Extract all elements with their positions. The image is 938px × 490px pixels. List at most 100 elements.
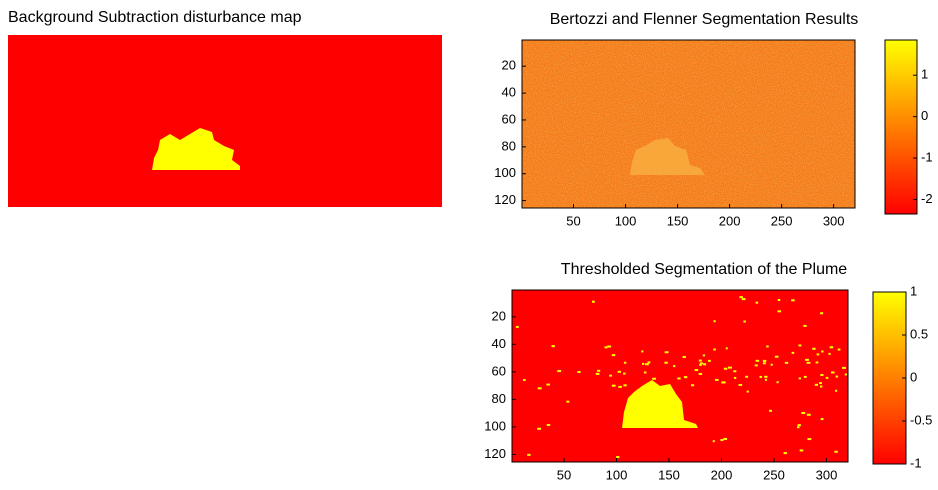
speckle (791, 351, 795, 354)
speckle (776, 381, 779, 384)
speckle (682, 356, 686, 359)
speckle (755, 359, 760, 362)
y-tick-label: 80 (502, 138, 516, 153)
speckle (819, 382, 822, 385)
x-tick-label: 150 (658, 467, 680, 482)
speckle (829, 346, 834, 349)
speckle (820, 373, 824, 376)
speckle (722, 381, 726, 384)
x-tick-label: 300 (816, 467, 838, 482)
x-tick-label: 250 (771, 213, 793, 228)
speckle (807, 438, 812, 441)
speckle (814, 383, 819, 386)
speckle (645, 363, 649, 366)
speckle (738, 384, 743, 387)
x-tick-label: 200 (719, 213, 741, 228)
speckle (768, 409, 772, 412)
x-tick-label: 100 (606, 467, 628, 482)
speckle (699, 363, 702, 366)
y-tick-label: 120 (494, 192, 516, 207)
y-tick-label: 100 (494, 165, 516, 180)
speckle (643, 371, 647, 374)
colorbar-tick-label: 0.5 (910, 326, 928, 341)
speckle (607, 345, 612, 348)
y-tick-label: 40 (492, 336, 506, 351)
speckle (617, 370, 621, 373)
speckle (837, 348, 841, 351)
speckle (828, 352, 831, 355)
speckle (723, 437, 728, 440)
speckle (597, 369, 601, 372)
speckle (537, 427, 541, 430)
speckle (683, 376, 688, 379)
speckle (537, 387, 542, 390)
speckle (797, 426, 800, 429)
speckle (595, 372, 600, 375)
speckle (713, 320, 716, 323)
speckle (673, 365, 676, 368)
speckle (623, 361, 627, 364)
speckle (652, 377, 656, 380)
speckle (762, 359, 767, 362)
colorbar-tick-label: 1 (921, 67, 928, 82)
speckle (783, 452, 787, 455)
speckle (611, 354, 616, 357)
speckle (739, 296, 743, 299)
speckle (551, 345, 555, 348)
colorbar-tick-label: 0 (910, 369, 917, 384)
x-tick-label: 150 (667, 213, 689, 228)
speckle (733, 370, 737, 373)
speckle (762, 362, 766, 365)
colorbar-tick-label: -1 (921, 150, 933, 165)
speckle (764, 378, 767, 381)
colorbar-tick-label: -0.5 (910, 412, 932, 427)
speckle (803, 324, 807, 327)
speckle (611, 384, 616, 387)
speckle (703, 363, 707, 366)
speckle (714, 378, 719, 381)
speckle (784, 361, 789, 364)
speckle (743, 320, 746, 323)
speckle (720, 439, 724, 442)
speckle (759, 375, 763, 378)
speckle (698, 372, 703, 375)
speckle (618, 385, 622, 388)
speckle (815, 361, 819, 364)
speckle (834, 450, 838, 453)
speckle (797, 424, 801, 427)
speckle (830, 371, 835, 374)
x-tick-label: 300 (823, 213, 845, 228)
speckle (712, 440, 715, 443)
speckle (777, 310, 782, 313)
colorbar-tick-label: 0 (921, 108, 928, 123)
y-tick-label: 60 (502, 111, 516, 126)
x-tick-label: 100 (615, 213, 637, 228)
image-disturbance-map (8, 35, 442, 207)
panel-title: Background Subtraction disturbance map (8, 9, 302, 26)
speckle (805, 358, 809, 361)
speckle (604, 346, 608, 349)
speckle (774, 355, 779, 358)
speckle (819, 385, 823, 388)
y-tick-label: 20 (492, 308, 506, 323)
speckle (746, 390, 749, 393)
speckle (664, 361, 668, 364)
speckle (676, 404, 679, 407)
speckle (609, 374, 613, 377)
speckle (727, 366, 732, 369)
speckle (708, 359, 711, 362)
speckle (642, 362, 645, 365)
speckle (690, 384, 695, 387)
speckle (647, 361, 651, 364)
speckle (766, 345, 769, 348)
x-tick-label: 250 (763, 467, 785, 482)
speckle (577, 370, 581, 373)
y-tick-label: 20 (502, 58, 516, 73)
speckle (623, 372, 626, 375)
speckle (641, 350, 644, 353)
speckle (515, 325, 519, 328)
speckle (699, 362, 703, 365)
speckle (664, 351, 669, 354)
speckle (723, 367, 728, 370)
